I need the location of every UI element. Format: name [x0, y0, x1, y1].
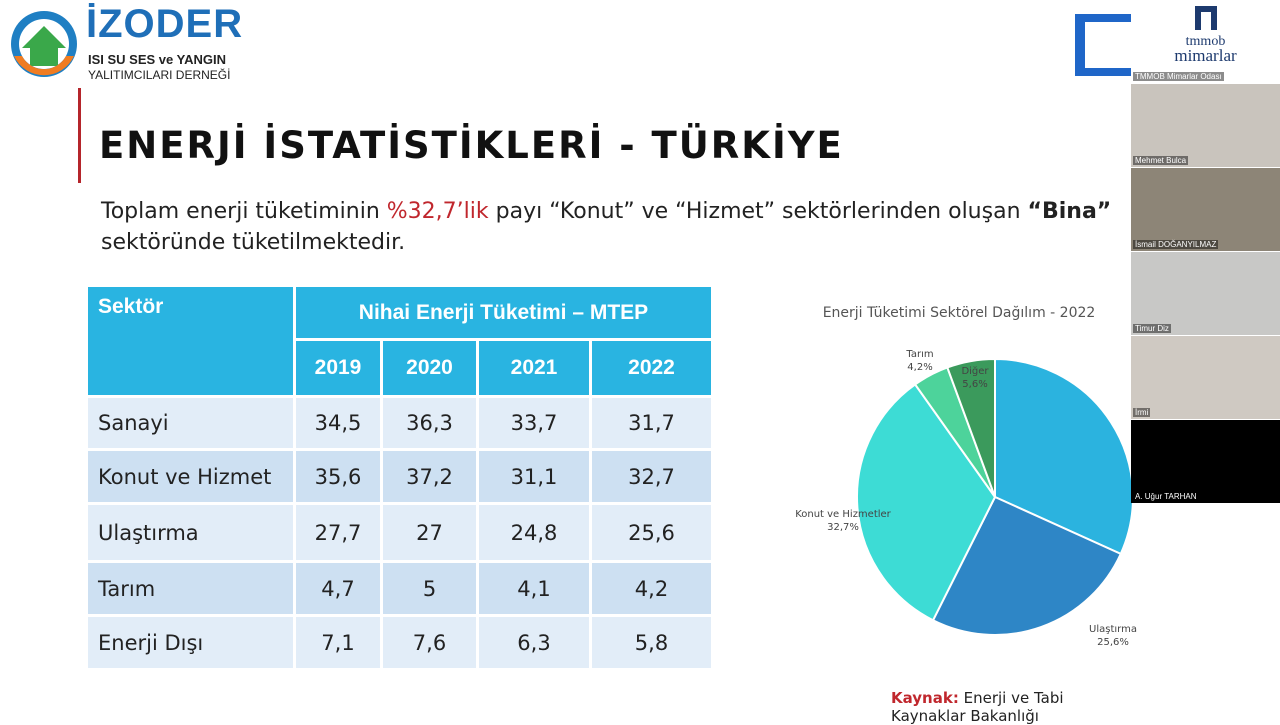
- slice-label: Konut ve Hizmetler: [795, 509, 891, 520]
- slide: İZODER ISI SU SES ve YANGIN YALITIMCILAR…: [11, 2, 1137, 725]
- participant-name: Mehmet Bulca: [1133, 156, 1189, 165]
- slice-value: 32,7%: [827, 522, 859, 533]
- table-cell: Ulaştırma: [88, 505, 293, 560]
- table-cell: 4,7: [296, 563, 380, 614]
- pie-slice: [931, 495, 1123, 636]
- table-cell: 5: [383, 563, 476, 614]
- participant-name: Timur Diz: [1133, 324, 1171, 333]
- slice-value: 4,2%: [907, 362, 932, 373]
- slice-label: Ulaştırma: [1089, 624, 1137, 635]
- table-cell: Tarım: [88, 563, 293, 614]
- table-cell: 35,6: [296, 451, 380, 502]
- text: sektöründe tüketilmektedir.: [101, 230, 406, 255]
- bold-text: “Bina”: [1027, 199, 1112, 224]
- logo-icon: [11, 11, 77, 77]
- org-text: mimarlar: [1174, 46, 1237, 65]
- table-cell: 36,3: [383, 398, 476, 448]
- pie-slice: [856, 383, 997, 622]
- logo-name: İZODER: [86, 2, 244, 46]
- header-cell: Nihai Enerji Tüketimi – MTEP: [296, 287, 711, 338]
- header-cell: 2020: [383, 341, 476, 395]
- video-tile[interactable]: İrmi: [1131, 336, 1280, 419]
- participant-name: İsmail DOĞANYILMAZ: [1133, 240, 1219, 249]
- table-cell: 24,8: [479, 505, 589, 560]
- slide-title: ENERJİ İSTATİSTİKLERİ - TÜRKİYE: [99, 124, 844, 167]
- video-tile[interactable]: tmmob mimarlar TMMOB Mimarlar Odası: [1131, 0, 1280, 83]
- header-cell: 2022: [592, 341, 711, 395]
- video-tile[interactable]: Timur Diz: [1131, 252, 1280, 335]
- table-cell: 37,2: [383, 451, 476, 502]
- table-cell: 7,1: [296, 617, 380, 668]
- table-cell: 32,7: [592, 451, 711, 502]
- table-cell: 33,7: [479, 398, 589, 448]
- header-cell: Sektör: [88, 287, 293, 395]
- accent-bar: [78, 88, 81, 183]
- text: Toplam enerji tüketiminin: [101, 199, 387, 224]
- logo-line: YALITIMCILARI DERNEĞİ: [88, 68, 231, 82]
- slice-label: Tarım: [905, 349, 933, 360]
- chart-title: Enerji Tüketimi Sektörel Dağılım - 2022: [823, 305, 1096, 321]
- header-cell: 2019: [296, 341, 380, 395]
- video-tile[interactable]: Mehmet Bulca: [1131, 84, 1280, 167]
- pie-chart: Enerji Tüketimi Sektörel Dağılım - 2022 U…: [795, 305, 1137, 648]
- video-tile[interactable]: İsmail DOĞANYILMAZ: [1131, 168, 1280, 251]
- text: payı “Konut” ve “Hizmet” sektörlerinden …: [488, 199, 1028, 224]
- slice-value: 5,6%: [962, 379, 987, 390]
- table-cell: 5,8: [592, 617, 711, 668]
- participant-name: TMMOB Mimarlar Odası: [1133, 72, 1224, 81]
- table-cell: 4,2: [592, 563, 711, 614]
- org-text: tmmob: [1185, 34, 1226, 49]
- slide-subtitle: Toplam enerji tüketiminin %32,7’lik payı…: [101, 196, 1141, 258]
- table-cell: 25,6: [592, 505, 711, 560]
- slice-value: 25,6%: [1097, 637, 1129, 648]
- source-label: Kaynak:: [891, 689, 959, 707]
- pie-slice: [994, 357, 1134, 556]
- table-cell: Konut ve Hizmet: [88, 451, 293, 502]
- table-cell: Enerji Dışı: [88, 617, 293, 668]
- slice-label: Diğer: [961, 365, 989, 377]
- table-cell: Sanayi: [88, 398, 293, 448]
- participant-name: A. Uğur TARHAN: [1133, 492, 1199, 501]
- pie-slice: [946, 357, 996, 498]
- table-cell: 34,5: [296, 398, 380, 448]
- table-cell: 27,7: [296, 505, 380, 560]
- logo-line: ISI SU SES ve YANGIN: [88, 52, 227, 67]
- header-cell: 2021: [479, 341, 589, 395]
- table-cell: 31,1: [479, 451, 589, 502]
- table-cell: 4,1: [479, 563, 589, 614]
- highlight: %32,7’lik: [386, 199, 489, 224]
- table-cell: 31,7: [592, 398, 711, 448]
- table-cell: 7,6: [383, 617, 476, 668]
- table-cell: 27: [383, 505, 476, 560]
- org-icon: [1195, 6, 1217, 30]
- bg-logo: [1075, 14, 1131, 76]
- video-tile[interactable]: A. Uğur TARHAN: [1131, 420, 1280, 503]
- table-cell: 6,3: [479, 617, 589, 668]
- participant-name: İrmi: [1133, 408, 1151, 417]
